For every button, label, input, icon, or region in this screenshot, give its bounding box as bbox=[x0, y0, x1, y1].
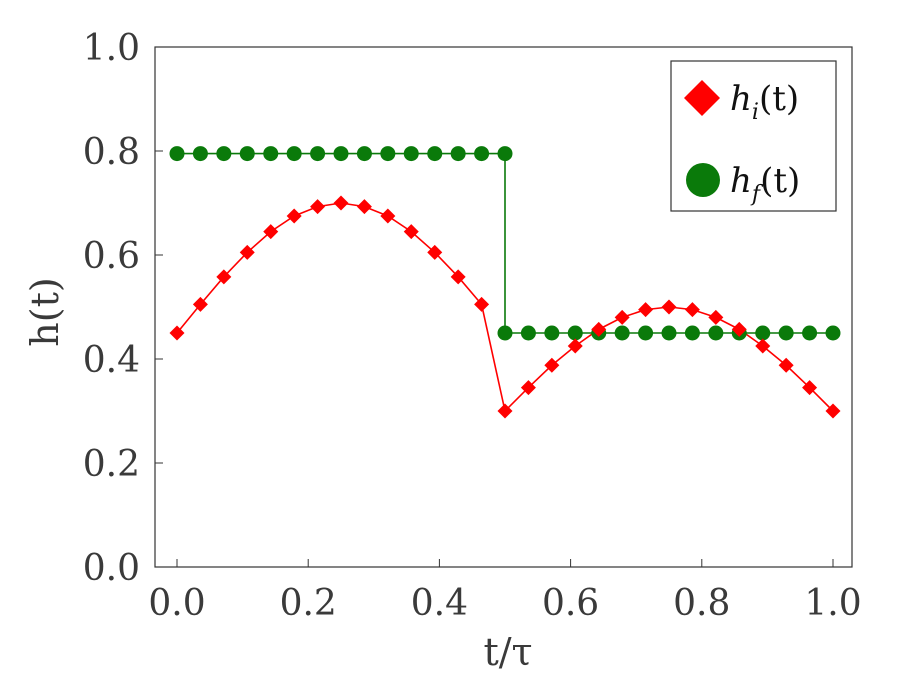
y-tick-label: 1.0 bbox=[83, 28, 140, 69]
data-point-hi bbox=[731, 321, 747, 337]
data-point-hf bbox=[755, 325, 771, 341]
data-point-hf bbox=[356, 146, 372, 162]
legend-label-argument: (t) bbox=[760, 161, 800, 201]
legend-marker-hf bbox=[686, 163, 720, 197]
data-point-hf bbox=[638, 325, 654, 341]
series-line-hi bbox=[176, 202, 483, 334]
data-point-hf bbox=[263, 146, 279, 162]
series-jump-hi bbox=[480, 304, 506, 412]
data-point-hi bbox=[778, 357, 794, 373]
y-tick-label: 0.8 bbox=[83, 132, 140, 173]
legend-label-base: h bbox=[730, 161, 752, 201]
data-point-hf bbox=[520, 325, 536, 341]
data-point-hi bbox=[520, 380, 536, 396]
data-point-hi bbox=[638, 302, 654, 318]
legend-label-base: h bbox=[730, 79, 752, 119]
data-point-hi bbox=[497, 403, 513, 419]
data-point-hi bbox=[239, 244, 255, 260]
data-point-hi bbox=[192, 296, 208, 312]
data-point-hf bbox=[192, 146, 208, 162]
data-point-hf bbox=[802, 325, 818, 341]
data-point-hf bbox=[380, 146, 396, 162]
y-tick-label: 0.2 bbox=[83, 444, 140, 485]
data-point-hi bbox=[567, 338, 583, 354]
x-tick-label: 0.2 bbox=[280, 583, 337, 624]
data-point-hi bbox=[356, 199, 372, 215]
data-point-hi bbox=[310, 199, 326, 215]
plot-frame bbox=[154, 46, 853, 568]
data-point-hi bbox=[684, 302, 700, 318]
y-tick-label: 0.6 bbox=[83, 236, 140, 277]
data-point-hf bbox=[567, 325, 583, 341]
data-point-hi bbox=[380, 208, 396, 224]
data-point-hi bbox=[474, 296, 490, 312]
data-point-hi bbox=[427, 244, 443, 260]
data-point-hi bbox=[286, 208, 302, 224]
data-point-hf bbox=[450, 146, 466, 162]
data-point-hi bbox=[263, 224, 279, 240]
data-point-hf bbox=[427, 146, 443, 162]
data-point-hi bbox=[216, 269, 232, 285]
data-point-hf bbox=[333, 146, 349, 162]
data-point-hf bbox=[310, 146, 326, 162]
data-point-hf bbox=[614, 325, 630, 341]
legend-marker-hi bbox=[684, 80, 720, 116]
data-point-hi bbox=[802, 380, 818, 396]
legend-label-argument: (t) bbox=[759, 79, 799, 119]
legend-label-subscript: i bbox=[752, 100, 759, 125]
x-tick-label: 0.8 bbox=[673, 583, 730, 624]
data-point-hf bbox=[708, 325, 724, 341]
data-point-hf bbox=[661, 325, 677, 341]
legend-label-hf: hf(t) bbox=[730, 161, 800, 207]
x-tick-label: 0.6 bbox=[542, 583, 599, 624]
data-point-hi bbox=[591, 321, 607, 337]
data-point-hi bbox=[614, 309, 630, 325]
data-point-hi bbox=[450, 269, 466, 285]
data-point-hf bbox=[286, 146, 302, 162]
x-axis: 0.0 0.2 0.4 0.6 0.8 1.0 bbox=[148, 559, 862, 624]
data-point-hf bbox=[239, 146, 255, 162]
y-axis-label: h(t) bbox=[23, 277, 67, 346]
y-axis: 0.0 0.2 0.4 0.6 0.8 1.0 bbox=[83, 28, 163, 589]
plot-markers bbox=[169, 146, 841, 419]
x-tick-label: 1.0 bbox=[804, 583, 861, 624]
data-point-hi bbox=[708, 309, 724, 325]
data-point-hf bbox=[497, 146, 513, 162]
data-point-hf bbox=[403, 146, 419, 162]
data-point-hi bbox=[403, 224, 419, 240]
data-point-hi bbox=[169, 325, 185, 341]
data-point-hf bbox=[684, 325, 700, 341]
y-tick-label: 0.0 bbox=[83, 548, 140, 589]
data-point-hi bbox=[544, 357, 560, 373]
x-axis-label: t/τ bbox=[483, 630, 532, 674]
data-point-hi bbox=[825, 403, 841, 419]
data-point-hi bbox=[333, 195, 349, 211]
data-point-hi bbox=[661, 299, 677, 315]
data-point-hf bbox=[497, 325, 513, 341]
data-point-hf bbox=[216, 146, 232, 162]
x-tick-label: 0.4 bbox=[411, 583, 468, 624]
data-point-hf bbox=[474, 146, 490, 162]
data-point-hf bbox=[825, 325, 841, 341]
data-point-hi bbox=[755, 338, 771, 354]
series-line-hi bbox=[504, 306, 834, 412]
legend: hi(t)hf(t) bbox=[670, 60, 837, 212]
data-point-hf bbox=[778, 325, 794, 341]
legend-label-hi: hi(t) bbox=[730, 79, 799, 125]
data-point-hf bbox=[544, 325, 560, 341]
x-tick-label: 0.0 bbox=[148, 583, 205, 624]
y-tick-label: 0.4 bbox=[83, 340, 140, 381]
data-point-hf bbox=[169, 146, 185, 162]
